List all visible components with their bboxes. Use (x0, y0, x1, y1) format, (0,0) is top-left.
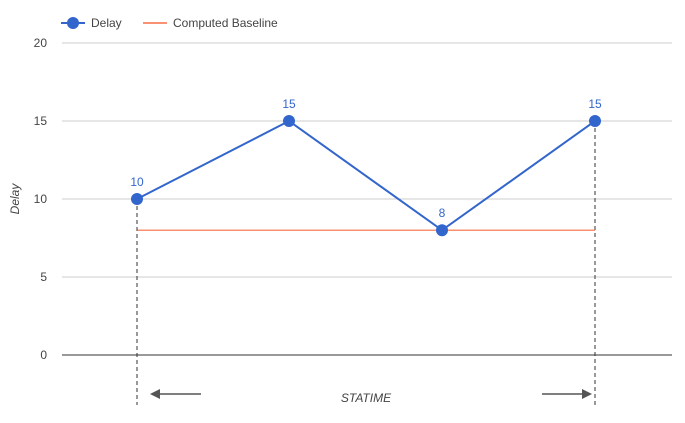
y-tick-label: 0 (40, 348, 47, 362)
delay-point (283, 115, 295, 127)
delay-point (436, 224, 448, 237)
y-axis-ticks: 0 5 10 15 20 (34, 36, 48, 362)
delay-data-label: 15 (282, 97, 296, 111)
right-arrow-icon (542, 389, 592, 399)
x-axis-title: STATIME (341, 391, 392, 405)
y-tick-label: 15 (34, 114, 48, 128)
delay-line (136, 119, 596, 232)
delay-data-label: 10 (130, 175, 144, 189)
series-layer (131, 115, 601, 237)
range-annotations (136, 121, 596, 405)
left-arrow-icon (150, 389, 201, 399)
y-axis-title: Delay (8, 183, 22, 215)
delay-data-label: 15 (588, 97, 602, 111)
gridlines (62, 42, 672, 356)
delay-point (589, 115, 601, 127)
data-labels: 10 15 8 15 (130, 97, 602, 220)
y-tick-label: 10 (34, 192, 48, 206)
legend: Delay Computed Baseline (61, 16, 278, 30)
legend-delay-marker (67, 17, 79, 29)
delay-data-label: 8 (439, 206, 446, 220)
legend-item-baseline: Computed Baseline (143, 16, 278, 30)
y-tick-label: 5 (40, 270, 47, 284)
legend-delay-label: Delay (91, 16, 122, 30)
legend-item-delay: Delay (61, 16, 122, 30)
legend-baseline-label: Computed Baseline (173, 16, 278, 30)
delay-point (131, 193, 143, 205)
y-tick-label: 20 (34, 36, 48, 50)
